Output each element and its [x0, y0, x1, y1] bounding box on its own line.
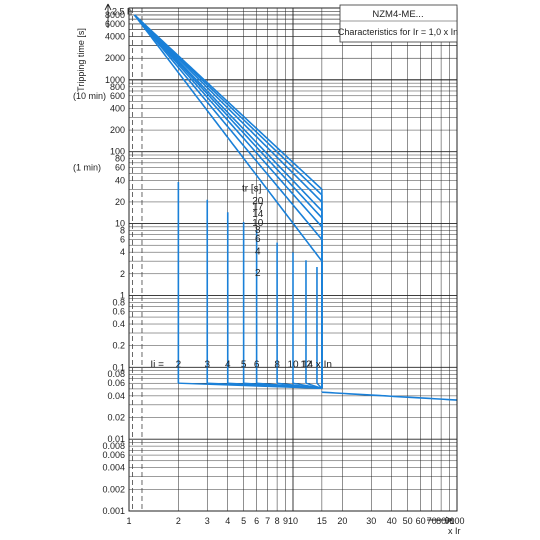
x-tick-label: 80: [436, 516, 446, 526]
x-tick-label: 3: [205, 516, 210, 526]
tr-curve-14: [133, 14, 323, 203]
ii-tick-label: 6: [254, 359, 260, 370]
y-tick-label: 0.06: [107, 378, 125, 388]
instantaneous-curve: [321, 391, 458, 401]
x-tick-label: 20: [337, 516, 347, 526]
tr-value-label: 14: [252, 209, 264, 220]
series-curves: [133, 14, 458, 401]
tr-value-label: 10: [252, 218, 264, 229]
y-tick-label: 0.01: [107, 434, 125, 444]
ii-tick-label: 12: [300, 359, 312, 370]
y-tick-label: 10: [115, 219, 125, 229]
grid: [128, 8, 458, 512]
y-side-label: 2.5 h: [112, 6, 132, 16]
x-tick-label: 30: [366, 516, 376, 526]
x-tick-label: 4: [225, 516, 230, 526]
y-tick-label: 1: [120, 290, 125, 300]
y-tick-label: 2: [120, 269, 125, 279]
y-tick-label: 0.04: [107, 391, 125, 401]
x-tick-label: 8: [275, 516, 280, 526]
x-tick-label: 1: [126, 516, 131, 526]
y-side-label: (1 min): [73, 163, 101, 173]
x-tick-label: 100: [449, 516, 464, 526]
tr-value-label: 17: [252, 202, 264, 213]
x-tick-label: 60: [416, 516, 426, 526]
x-tick-label: 40: [387, 516, 397, 526]
y-tick-label: 4000: [105, 32, 125, 42]
tr-curve-17: [133, 14, 323, 196]
y-tick-label: 6: [120, 235, 125, 245]
title-box: [339, 4, 458, 43]
y-tick-label: 0.004: [102, 463, 125, 473]
y-axis-label: Tripping time [s]: [76, 28, 86, 92]
x-tick-label: 15: [317, 516, 327, 526]
y-tick-label: 0.4: [112, 319, 125, 329]
y-tick-label: 400: [110, 103, 125, 113]
x-tick-label: 6: [254, 516, 259, 526]
ii-label: Ii =: [150, 359, 164, 370]
y-tick-label: 0.008: [102, 441, 125, 451]
ii-tick-label: 8: [274, 359, 280, 370]
x-tick-label: 70: [427, 516, 437, 526]
y-tick-label: 0.08: [107, 369, 125, 379]
y-tick-label: 40: [115, 175, 125, 185]
ii-tick-label: 2: [176, 359, 182, 370]
ii-tick-label: 4: [225, 359, 231, 370]
tr-value-label: 2: [255, 268, 261, 279]
y-tick-label: 0.6: [112, 306, 125, 316]
tr-value-label: 8: [255, 225, 261, 236]
y-tick-label: 0.006: [102, 450, 125, 460]
ii-tick-label: 14 x In: [302, 359, 332, 370]
y-side-label: (10 min): [73, 91, 106, 101]
tr-value-label: 4: [255, 246, 261, 257]
x-axis-arrow: [427, 516, 453, 524]
tr-header: tr [s]: [242, 183, 262, 194]
x-tick-label: 10: [288, 516, 298, 526]
y-tick-label: 2000: [105, 53, 125, 63]
y-axis-arrow: [104, 3, 112, 28]
x-tick-label: 9: [283, 516, 288, 526]
chart-title: NZM4-ME...: [372, 9, 423, 20]
tr-curve-6: [133, 14, 323, 228]
axes: 1 2 3 4 5 6 7 8 9 10 15 20 30 40 50 60 70 809010080006000…: [73, 6, 465, 526]
plot-frame: [128, 7, 458, 512]
y-tick-label: 4: [120, 247, 125, 257]
ii-plateau-14: [316, 382, 323, 389]
tr-curve-2: [133, 14, 323, 262]
y-tick-label: 8: [120, 226, 125, 236]
y-tick-label: 600: [110, 91, 125, 101]
tr-value-label: 20: [252, 196, 264, 207]
y-tick-label: 60: [115, 163, 125, 173]
ii-tick-label: 10: [287, 359, 299, 370]
x-axis-label: x Ir: [448, 526, 461, 536]
y-tick-label: 6000: [105, 19, 125, 29]
threshold-dashed-lines: [132, 8, 143, 511]
x-tick-label: 7: [265, 516, 270, 526]
y-tick-label: 1000: [105, 75, 125, 85]
y-tick-label: 0.02: [107, 413, 125, 423]
y-tick-label: 20: [115, 197, 125, 207]
x-tick-label: 2: [176, 516, 181, 526]
x-tick-label: 5: [241, 516, 246, 526]
y-tick-label: 0.2: [112, 341, 125, 351]
y-tick-label: 8000: [105, 10, 125, 20]
ii-tick-label: 5: [241, 359, 247, 370]
tr-value-label: 6: [255, 234, 261, 245]
y-tick-label: 0.002: [102, 484, 125, 494]
ii-tick-label: 3: [204, 359, 210, 370]
y-tick-label: 100: [110, 147, 125, 157]
chart-subtitle: Characteristics for Ir = 1,0 x In: [338, 27, 458, 37]
x-tick-label: 50: [403, 516, 413, 526]
y-tick-label: 0.001: [102, 506, 125, 516]
y-tick-label: 80: [115, 154, 125, 164]
y-tick-label: 0.8: [112, 297, 125, 307]
ii-plateau-12: [305, 382, 323, 389]
y-tick-label: 800: [110, 82, 125, 92]
tr-curve-4: [133, 14, 323, 241]
y-tick-label: 200: [110, 125, 125, 135]
tr-curve-8: [133, 14, 323, 219]
y-tick-label: 0.1: [112, 362, 125, 372]
